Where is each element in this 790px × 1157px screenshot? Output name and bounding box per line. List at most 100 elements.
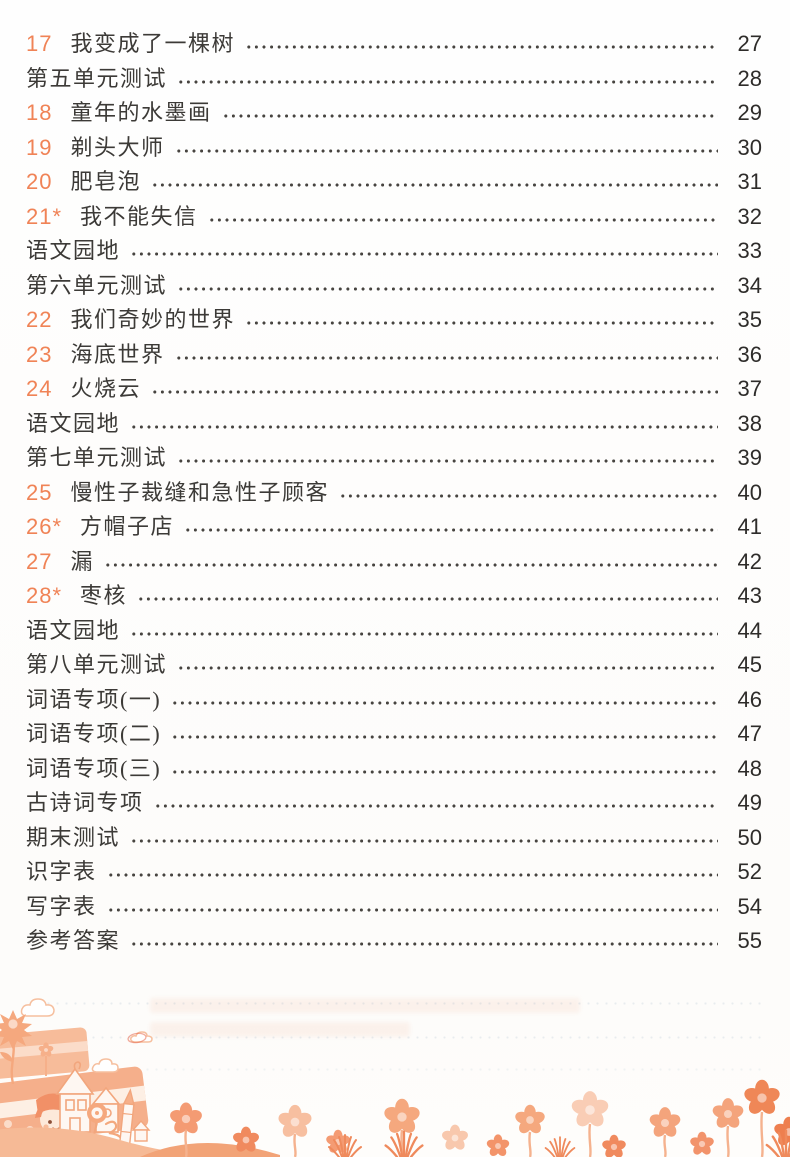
toc-entry: 识字表 52 <box>26 855 762 890</box>
cloud-icon <box>20 998 153 1073</box>
page-number: 44 <box>737 617 762 643</box>
page-number: 42 <box>737 548 762 574</box>
page-number: 47 <box>737 721 762 747</box>
dot-leader <box>169 751 718 786</box>
lesson-number: 23 <box>26 341 53 367</box>
dot-leader <box>219 96 718 131</box>
showthrough-text <box>150 998 580 1013</box>
page-number: 34 <box>737 272 762 298</box>
toc-entry: 第七单元测试 39 <box>26 441 762 476</box>
showthrough-line <box>26 1036 764 1039</box>
lesson-number: 17 <box>26 31 53 57</box>
page-number: 46 <box>737 686 762 712</box>
dot-leader <box>182 510 718 545</box>
page-number: 28 <box>737 65 762 91</box>
grass-icon <box>765 1129 790 1157</box>
dot-leader <box>172 130 718 165</box>
dot-leader <box>149 372 718 407</box>
dot-leader <box>151 786 718 821</box>
dot-leader <box>169 717 718 752</box>
dot-leader <box>175 268 718 303</box>
dot-leader <box>337 475 718 510</box>
page-number: 33 <box>737 238 762 264</box>
lesson-number: 25 <box>26 479 53 505</box>
toc-entry: 语文园地 38 <box>26 406 762 441</box>
toc-entry: 23 海底世界 36 <box>26 337 762 372</box>
entry-title: 方帽子店 <box>80 514 175 540</box>
toc-entry: 第五单元测试 28 <box>26 61 762 96</box>
page-number: 36 <box>737 341 762 367</box>
page-number: 43 <box>737 583 762 609</box>
toc-entry: 词语专项(三) 48 <box>26 751 762 786</box>
entry-title: 语文园地 <box>26 238 121 264</box>
entry-title: 火烧云 <box>70 376 141 402</box>
lesson-number: 27 <box>26 548 53 574</box>
entry-title: 期末测试 <box>26 824 121 850</box>
tiny-house-icon <box>131 1119 151 1142</box>
ground-hill <box>0 1127 260 1157</box>
lesson-number: 28* <box>26 583 63 609</box>
toc-entry: 语文园地 33 <box>26 234 762 269</box>
entry-title: 我不能失信 <box>80 203 198 229</box>
dot-leader <box>104 889 718 924</box>
flower-icon <box>688 1131 716 1157</box>
page-number: 31 <box>737 169 762 195</box>
lesson-number: 22 <box>26 307 53 333</box>
lesson-number: 26* <box>26 514 63 540</box>
dot-leader <box>128 820 718 855</box>
toc-entry: 古诗词专项 49 <box>26 786 762 821</box>
flower-icon <box>569 1091 611 1130</box>
page-number: 27 <box>737 31 762 57</box>
toc-entry: 参考答案 55 <box>26 924 762 959</box>
flower-icon <box>440 1124 470 1152</box>
dot-leader <box>135 579 718 614</box>
squiggle-doodle <box>104 1120 123 1140</box>
page-number: 55 <box>737 928 762 954</box>
page-number: 35 <box>737 307 762 333</box>
toc-entry: 词语专项(二) 47 <box>26 717 762 752</box>
toc-entry: 20 肥皂泡 31 <box>26 165 762 200</box>
entry-title: 慢性子裁缝和急性子顾客 <box>70 479 329 505</box>
page-number: 29 <box>737 100 762 126</box>
toc-entry: 27 漏 42 <box>26 544 762 579</box>
toc-entry: 第八单元测试 45 <box>26 648 762 683</box>
dot-leader <box>243 27 718 62</box>
entry-title: 词语专项(二) <box>26 721 162 747</box>
entry-title: 剃头大师 <box>70 134 165 160</box>
toc-entry: 24 火烧云 37 <box>26 372 762 407</box>
page-number: 32 <box>737 203 762 229</box>
dot-leader <box>169 682 718 717</box>
dot-leader <box>243 303 718 338</box>
lesson-number: 20 <box>26 169 53 195</box>
entry-title: 语文园地 <box>26 617 121 643</box>
entry-title: 识字表 <box>26 859 97 885</box>
page-number: 39 <box>737 445 762 471</box>
showthrough-line <box>26 1068 764 1071</box>
page-number: 48 <box>737 755 762 781</box>
dot-leader <box>128 924 718 959</box>
entry-title: 语文园地 <box>26 410 121 436</box>
dot-leader <box>102 544 718 579</box>
toc-entry: 语文园地 44 <box>26 613 762 648</box>
dot-leader <box>175 648 718 683</box>
lesson-number: 24 <box>26 376 53 402</box>
lesson-number: 19 <box>26 134 53 160</box>
toc-entry: 17 我变成了一棵树 27 <box>26 27 762 62</box>
entry-title: 童年的水墨画 <box>70 100 212 126</box>
entry-title: 第五单元测试 <box>26 65 168 91</box>
entry-title: 肥皂泡 <box>70 169 141 195</box>
dot-leader <box>128 234 718 269</box>
dot-leader <box>104 855 718 890</box>
spiky-flower-icon <box>0 1010 32 1085</box>
toc-entry: 期末测试 50 <box>26 820 762 855</box>
showthrough-line <box>26 1002 764 1005</box>
entry-title: 古诗词专项 <box>26 790 144 816</box>
entry-title: 第六单元测试 <box>26 272 168 298</box>
toc-entry: 21* 我不能失信 32 <box>26 199 762 234</box>
flower-icon <box>513 1104 547 1136</box>
entry-title: 海底世界 <box>70 341 165 367</box>
entry-title: 漏 <box>70 548 94 574</box>
page-number: 45 <box>737 652 762 678</box>
toc-entry: 19 剃头大师 30 <box>26 130 762 165</box>
